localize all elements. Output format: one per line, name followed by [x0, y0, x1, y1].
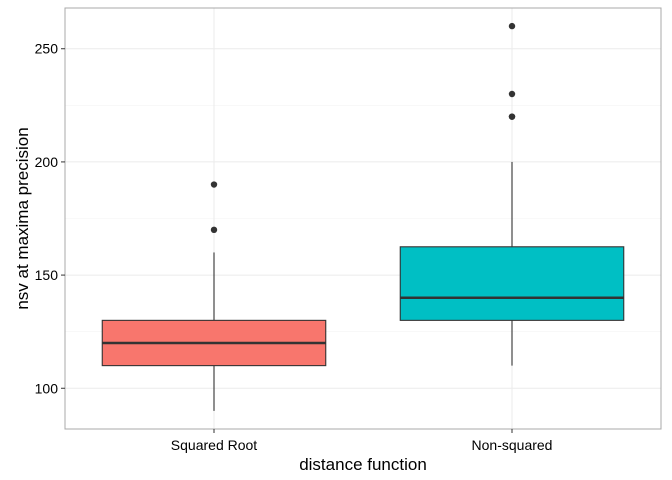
panel-border	[64, 7, 662, 430]
outlier-point	[508, 90, 516, 98]
outlier-point	[210, 181, 218, 188]
outlier-point	[508, 22, 516, 30]
x-axis-title: distance function	[299, 455, 427, 474]
y-tick-label: 150	[35, 267, 59, 283]
y-axis-title: nsv at maxima precision	[13, 127, 32, 309]
outlier-point	[508, 113, 516, 120]
y-tick-label: 200	[35, 154, 59, 170]
outlier-point	[210, 226, 218, 234]
x-tick-label: Non-squared	[472, 437, 553, 453]
y-tick-label: 250	[35, 41, 59, 57]
y-tick-label: 100	[35, 380, 59, 396]
box-1	[399, 246, 625, 321]
axis-ticks: 100 150 200 250 Squared Root Non-squared	[35, 41, 553, 453]
x-tick-label: Squared Root	[171, 437, 258, 453]
boxes	[101, 22, 625, 411]
